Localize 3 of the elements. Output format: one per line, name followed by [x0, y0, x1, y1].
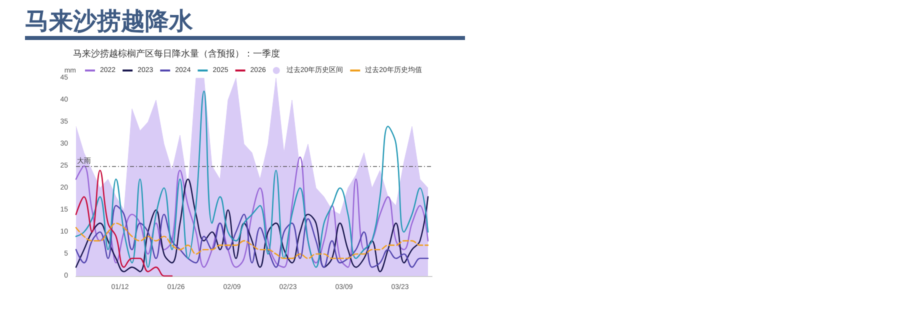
line-series — [75, 170, 173, 277]
chart-subtitle: 马来沙捞越棕榈产区每日降水量（含预报）：一季度 — [73, 48, 280, 58]
chart-title: 马来沙捞越降水 — [25, 7, 465, 40]
